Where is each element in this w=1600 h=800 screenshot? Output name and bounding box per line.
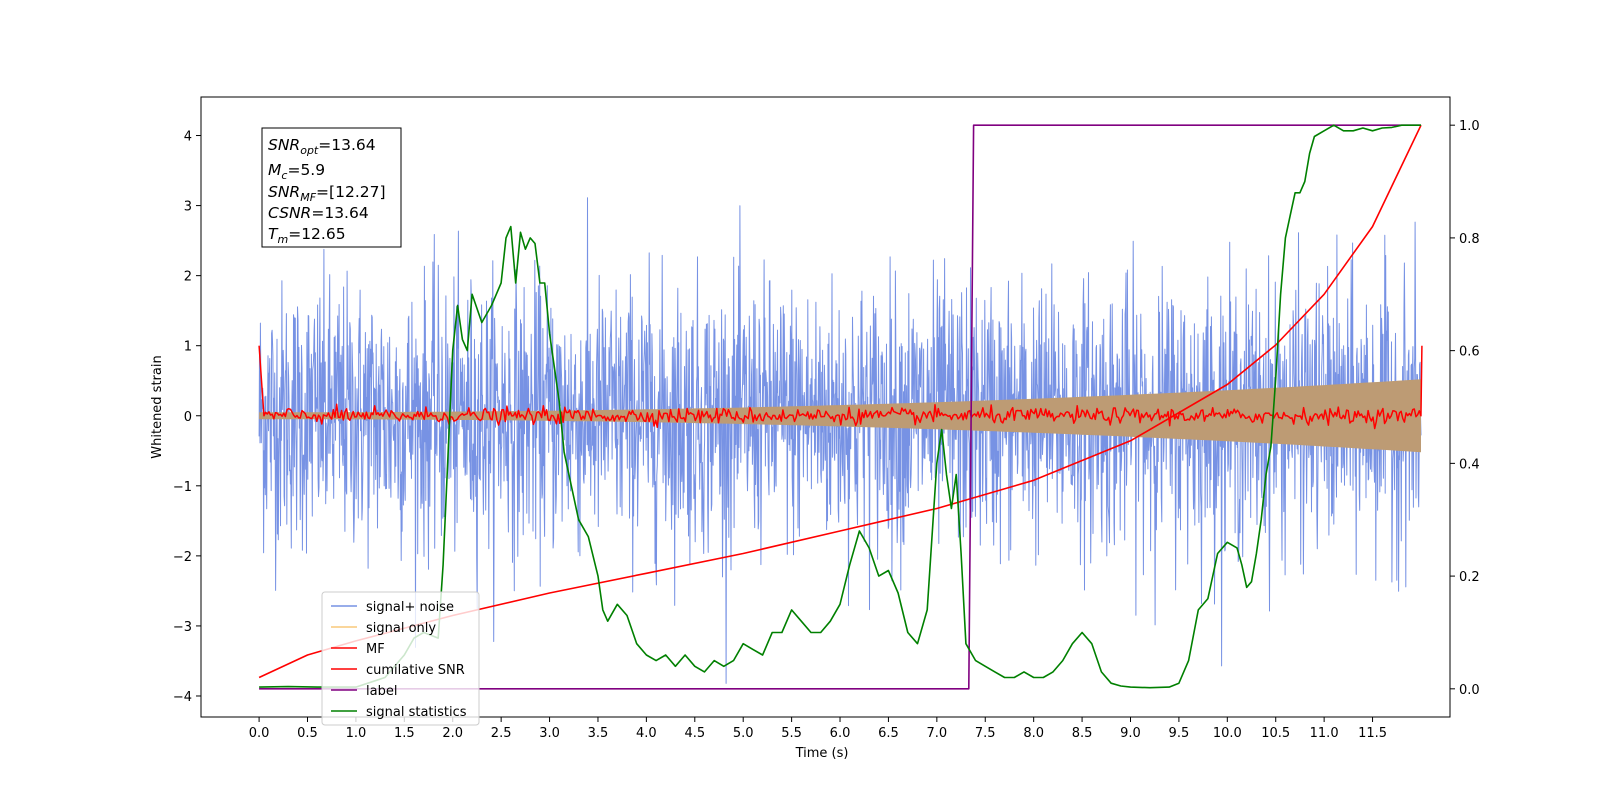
- stats-mc: Mc=5.9: [268, 161, 325, 182]
- y2-tick-label: 0.6: [1459, 345, 1480, 360]
- legend-label: MF: [366, 642, 385, 657]
- x-tick-label: 6.0: [830, 726, 851, 741]
- series-mf: [258, 345, 1423, 430]
- x-tick-label: 10.5: [1261, 726, 1290, 741]
- x-tick-label: 9.0: [1120, 726, 1141, 741]
- y2-tick-label: 1.0: [1459, 119, 1480, 134]
- x-tick-label: 8.5: [1072, 726, 1093, 741]
- x-axis: 0.0 0.5 1.0 1.5 2.0 2.5 3.0 3.5 4.0 4.5 5.0 5.5 6.0 6…: [249, 717, 1387, 741]
- series-signal-only: [259, 379, 1422, 453]
- y2-tick-label: 0.2: [1459, 570, 1480, 585]
- x-tick-label: 3.0: [539, 726, 560, 741]
- y2-tick-label: 0.8: [1459, 232, 1480, 247]
- mf-line: [258, 345, 1423, 430]
- y-tick-label: −4: [173, 690, 192, 705]
- stats-box: SNRopt=13.64 Mc=5.9 SNRMF=[12.27] CSNR=1…: [261, 127, 402, 248]
- x-tick-label: 1.0: [346, 726, 367, 741]
- x-tick-label: 2.5: [491, 726, 512, 741]
- x-tick-label: 4.5: [684, 726, 705, 741]
- stats-tm: Tm=12.65: [268, 225, 346, 246]
- legend-label: signal statistics: [366, 705, 467, 720]
- stats-snr-mf: SNRMF=[12.27]: [268, 183, 386, 204]
- x-tick-label: 0.0: [249, 726, 270, 741]
- x-axis-label: Time (s): [795, 746, 849, 761]
- series-signal-statistics-line: [259, 124, 1421, 689]
- legend: signal+ noise signal only MF cumilative SNR…: [321, 591, 480, 726]
- stats-csnr: CSNR=13.64: [268, 204, 369, 222]
- x-tick-label: 10.0: [1213, 726, 1242, 741]
- legend-label: signal+ noise: [366, 600, 454, 615]
- legend-label: signal only: [366, 621, 436, 636]
- y-tick-label: −1: [173, 480, 192, 495]
- y-axis-label: Whitened strain: [150, 355, 165, 458]
- y-tick-label: 1: [184, 340, 192, 355]
- stats-snr-opt: SNRopt=13.64: [268, 136, 376, 157]
- y2-tick-label: 0.0: [1459, 683, 1480, 698]
- y-tick-label: 4: [184, 130, 192, 145]
- legend-label: label: [366, 684, 397, 699]
- signal-only-envelope: [259, 379, 1422, 453]
- x-tick-label: 6.5: [878, 726, 899, 741]
- series-label-line: [259, 124, 1421, 690]
- x-tick-label: 5.0: [733, 726, 754, 741]
- x-tick-label: 4.0: [636, 726, 657, 741]
- x-tick-label: 2.0: [442, 726, 463, 741]
- y-tick-label: 0: [184, 410, 192, 425]
- x-tick-label: 11.0: [1310, 726, 1339, 741]
- x-tick-label: 3.5: [588, 726, 609, 741]
- y-tick-label: 3: [184, 200, 192, 215]
- x-tick-label: 0.5: [297, 726, 318, 741]
- x-tick-label: 1.5: [394, 726, 415, 741]
- x-tick-label: 8.0: [1023, 726, 1044, 741]
- y2-tick-label: 0.4: [1459, 457, 1480, 472]
- y-tick-label: −3: [173, 620, 192, 635]
- x-tick-label: 11.5: [1358, 726, 1387, 741]
- y-axis-right: 0.0 0.2 0.4 0.6 0.8 1.0: [1450, 119, 1480, 698]
- x-tick-label: 7.5: [975, 726, 996, 741]
- legend-frame: [321, 591, 480, 726]
- x-tick-label: 5.5: [781, 726, 802, 741]
- y-tick-label: 2: [184, 270, 192, 285]
- y-axis-left: −4 −3 −2 −1 0 1 2 3 4: [173, 130, 201, 705]
- stats-box-frame: [261, 127, 402, 248]
- y-tick-label: −2: [173, 550, 192, 565]
- plot-frame: [200, 96, 1451, 718]
- x-tick-label: 7.0: [927, 726, 948, 741]
- legend-label: cumilative SNR: [366, 663, 465, 678]
- x-tick-label: 9.5: [1169, 726, 1190, 741]
